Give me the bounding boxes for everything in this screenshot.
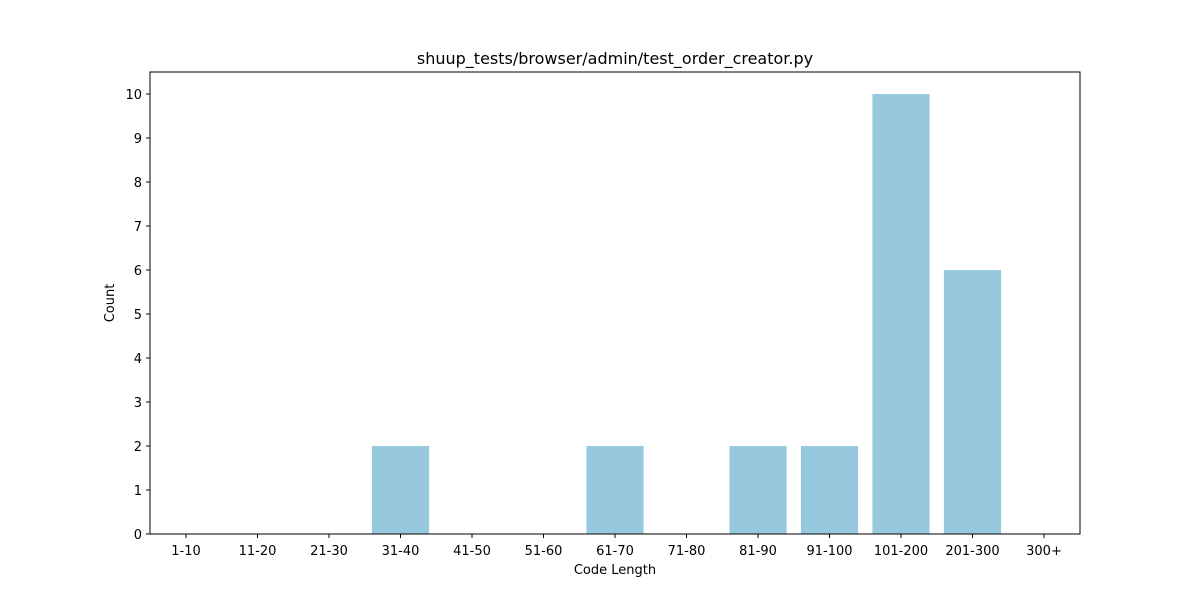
x-tick-label: 11-20 — [239, 544, 277, 559]
y-tick-label: 8 — [134, 176, 142, 191]
x-tick-label: 91-100 — [806, 544, 852, 559]
x-tick-label: 31-40 — [382, 544, 420, 559]
y-tick-label: 2 — [134, 440, 142, 455]
bar-61-70 — [586, 446, 644, 534]
chart-title: shuup_tests/browser/admin/test_order_cre… — [417, 49, 813, 69]
x-tick-label: 41-50 — [453, 544, 491, 559]
y-tick-label: 0 — [134, 528, 142, 543]
y-tick-label: 7 — [134, 220, 142, 235]
bar-101-200 — [872, 94, 930, 534]
x-tick-label: 21-30 — [310, 544, 348, 559]
y-tick-label: 9 — [134, 132, 142, 147]
y-tick-label: 6 — [134, 264, 142, 279]
bars-layer — [371, 94, 1002, 534]
x-tick-label: 1-10 — [171, 544, 201, 559]
x-tick-label: 71-80 — [668, 544, 706, 559]
x-tick-label: 101-200 — [874, 544, 928, 559]
x-tick-label: 300+ — [1026, 544, 1062, 559]
y-tick-label: 5 — [134, 308, 142, 323]
y-tick-label: 3 — [134, 396, 142, 411]
plot-frame — [149, 71, 1081, 535]
x-tick-label: 201-300 — [945, 544, 999, 559]
y-tick-label: 4 — [134, 352, 142, 367]
x-tick-label: 51-60 — [525, 544, 563, 559]
y-tick-label: 1 — [134, 484, 142, 499]
bar-81-90 — [729, 446, 787, 534]
x-axis-title: Code Length — [574, 563, 656, 578]
bar-31-40 — [371, 446, 430, 534]
y-axis-title: Count — [103, 284, 118, 323]
bar-91-100 — [800, 446, 859, 534]
x-tick-label: 81-90 — [739, 544, 777, 559]
y-tick-label: 10 — [125, 88, 142, 103]
bar-201-300 — [943, 270, 1002, 534]
x-tick-label: 61-70 — [596, 544, 634, 559]
ticks-layer: 1-10 11-20 21-30 31-40 41-50 51-60 61-70 71-80 8… — [125, 88, 1061, 559]
